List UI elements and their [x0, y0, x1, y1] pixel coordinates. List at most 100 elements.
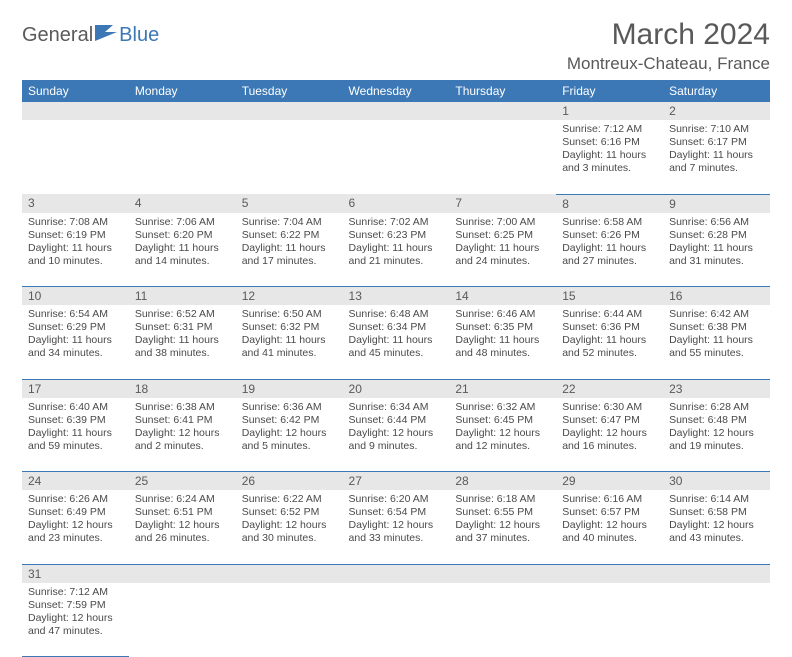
day-body-row: Sunrise: 7:08 AMSunset: 6:19 PMDaylight:…: [22, 213, 770, 287]
weekday-header: Monday: [129, 80, 236, 102]
day-cell: Sunrise: 6:32 AMSunset: 6:45 PMDaylight:…: [449, 398, 556, 472]
day-details: Sunrise: 6:48 AMSunset: 6:34 PMDaylight:…: [343, 305, 450, 365]
day-cell: Sunrise: 7:12 AMSunset: 6:16 PMDaylight:…: [556, 120, 663, 194]
day-number-cell: 11: [129, 287, 236, 306]
weekday-header: Tuesday: [236, 80, 343, 102]
day-details: Sunrise: 7:06 AMSunset: 6:20 PMDaylight:…: [129, 213, 236, 273]
day-number-row: 3456789: [22, 194, 770, 213]
day-cell: Sunrise: 7:06 AMSunset: 6:20 PMDaylight:…: [129, 213, 236, 287]
weekday-header: Thursday: [449, 80, 556, 102]
day-details: Sunrise: 7:10 AMSunset: 6:17 PMDaylight:…: [663, 120, 770, 180]
day-cell: Sunrise: 6:50 AMSunset: 6:32 PMDaylight:…: [236, 305, 343, 379]
day-number-cell: 19: [236, 379, 343, 398]
day-number-cell: 29: [556, 472, 663, 491]
day-number-row: 17181920212223: [22, 379, 770, 398]
logo-text-blue: Blue: [119, 24, 159, 47]
day-number-cell: 3: [22, 194, 129, 213]
day-details: Sunrise: 6:36 AMSunset: 6:42 PMDaylight:…: [236, 398, 343, 458]
day-cell: Sunrise: 6:18 AMSunset: 6:55 PMDaylight:…: [449, 490, 556, 564]
day-number-cell: 12: [236, 287, 343, 306]
day-details: Sunrise: 6:58 AMSunset: 6:26 PMDaylight:…: [556, 213, 663, 273]
day-number-cell: 1: [556, 102, 663, 120]
day-cell: [22, 120, 129, 194]
day-cell: Sunrise: 6:36 AMSunset: 6:42 PMDaylight:…: [236, 398, 343, 472]
day-details: Sunrise: 6:40 AMSunset: 6:39 PMDaylight:…: [22, 398, 129, 458]
day-number-cell: 16: [663, 287, 770, 306]
day-cell: Sunrise: 6:52 AMSunset: 6:31 PMDaylight:…: [129, 305, 236, 379]
day-number-row: 10111213141516: [22, 287, 770, 306]
day-number-cell: [449, 564, 556, 583]
day-number-cell: 9: [663, 194, 770, 213]
weekday-header-row: SundayMondayTuesdayWednesdayThursdayFrid…: [22, 80, 770, 102]
day-number-cell: 21: [449, 379, 556, 398]
day-cell: Sunrise: 6:20 AMSunset: 6:54 PMDaylight:…: [343, 490, 450, 564]
day-cell: Sunrise: 6:28 AMSunset: 6:48 PMDaylight:…: [663, 398, 770, 472]
day-cell: Sunrise: 6:46 AMSunset: 6:35 PMDaylight:…: [449, 305, 556, 379]
day-body-row: Sunrise: 7:12 AMSunset: 6:16 PMDaylight:…: [22, 120, 770, 194]
logo-text-general: General: [22, 24, 93, 47]
day-number-cell: 7: [449, 194, 556, 213]
day-number-row: 31: [22, 564, 770, 583]
day-cell: Sunrise: 6:48 AMSunset: 6:34 PMDaylight:…: [343, 305, 450, 379]
day-cell: Sunrise: 7:08 AMSunset: 6:19 PMDaylight:…: [22, 213, 129, 287]
calendar-table: SundayMondayTuesdayWednesdayThursdayFrid…: [22, 80, 770, 657]
month-title: March 2024: [567, 18, 770, 52]
day-cell: Sunrise: 6:14 AMSunset: 6:58 PMDaylight:…: [663, 490, 770, 564]
day-details: Sunrise: 7:00 AMSunset: 6:25 PMDaylight:…: [449, 213, 556, 273]
day-number-cell: [129, 564, 236, 583]
day-number-cell: [556, 564, 663, 583]
day-cell: [343, 120, 450, 194]
day-details: Sunrise: 6:56 AMSunset: 6:28 PMDaylight:…: [663, 213, 770, 273]
day-cell: Sunrise: 6:56 AMSunset: 6:28 PMDaylight:…: [663, 213, 770, 287]
day-details: Sunrise: 6:50 AMSunset: 6:32 PMDaylight:…: [236, 305, 343, 365]
day-details: Sunrise: 6:34 AMSunset: 6:44 PMDaylight:…: [343, 398, 450, 458]
day-cell: [449, 120, 556, 194]
day-number-cell: 30: [663, 472, 770, 491]
day-number-cell: 8: [556, 194, 663, 213]
day-number-cell: 25: [129, 472, 236, 491]
day-details: Sunrise: 6:38 AMSunset: 6:41 PMDaylight:…: [129, 398, 236, 458]
day-cell: Sunrise: 6:16 AMSunset: 6:57 PMDaylight:…: [556, 490, 663, 564]
day-cell: Sunrise: 6:22 AMSunset: 6:52 PMDaylight:…: [236, 490, 343, 564]
day-number-cell: 4: [129, 194, 236, 213]
day-number-cell: 13: [343, 287, 450, 306]
day-cell: Sunrise: 7:10 AMSunset: 6:17 PMDaylight:…: [663, 120, 770, 194]
day-number-cell: 14: [449, 287, 556, 306]
day-body-row: Sunrise: 6:40 AMSunset: 6:39 PMDaylight:…: [22, 398, 770, 472]
day-details: Sunrise: 6:16 AMSunset: 6:57 PMDaylight:…: [556, 490, 663, 550]
day-cell: Sunrise: 6:30 AMSunset: 6:47 PMDaylight:…: [556, 398, 663, 472]
day-details: Sunrise: 6:46 AMSunset: 6:35 PMDaylight:…: [449, 305, 556, 365]
day-number-cell: 2: [663, 102, 770, 120]
day-cell: [236, 120, 343, 194]
day-number-cell: 10: [22, 287, 129, 306]
day-cell: [129, 583, 236, 657]
day-number-cell: 23: [663, 379, 770, 398]
day-cell: [449, 583, 556, 657]
day-number-cell: [236, 102, 343, 120]
day-details: Sunrise: 6:26 AMSunset: 6:49 PMDaylight:…: [22, 490, 129, 550]
day-details: Sunrise: 6:24 AMSunset: 6:51 PMDaylight:…: [129, 490, 236, 550]
weekday-header: Friday: [556, 80, 663, 102]
day-number-cell: [343, 102, 450, 120]
day-cell: Sunrise: 7:04 AMSunset: 6:22 PMDaylight:…: [236, 213, 343, 287]
day-number-cell: 6: [343, 194, 450, 213]
weekday-header: Wednesday: [343, 80, 450, 102]
day-number-cell: 31: [22, 564, 129, 583]
day-number-cell: [22, 102, 129, 120]
day-number-row: 24252627282930: [22, 472, 770, 491]
day-cell: [663, 583, 770, 657]
day-number-cell: 5: [236, 194, 343, 213]
day-cell: [556, 583, 663, 657]
flag-icon: [95, 25, 117, 46]
day-details: Sunrise: 6:18 AMSunset: 6:55 PMDaylight:…: [449, 490, 556, 550]
day-number-cell: [236, 564, 343, 583]
day-cell: Sunrise: 7:02 AMSunset: 6:23 PMDaylight:…: [343, 213, 450, 287]
day-cell: Sunrise: 6:44 AMSunset: 6:36 PMDaylight:…: [556, 305, 663, 379]
day-number-cell: [663, 564, 770, 583]
day-details: Sunrise: 6:42 AMSunset: 6:38 PMDaylight:…: [663, 305, 770, 365]
day-details: Sunrise: 6:32 AMSunset: 6:45 PMDaylight:…: [449, 398, 556, 458]
day-number-row: 12: [22, 102, 770, 120]
day-cell: Sunrise: 7:00 AMSunset: 6:25 PMDaylight:…: [449, 213, 556, 287]
day-details: Sunrise: 7:08 AMSunset: 6:19 PMDaylight:…: [22, 213, 129, 273]
day-details: Sunrise: 6:30 AMSunset: 6:47 PMDaylight:…: [556, 398, 663, 458]
